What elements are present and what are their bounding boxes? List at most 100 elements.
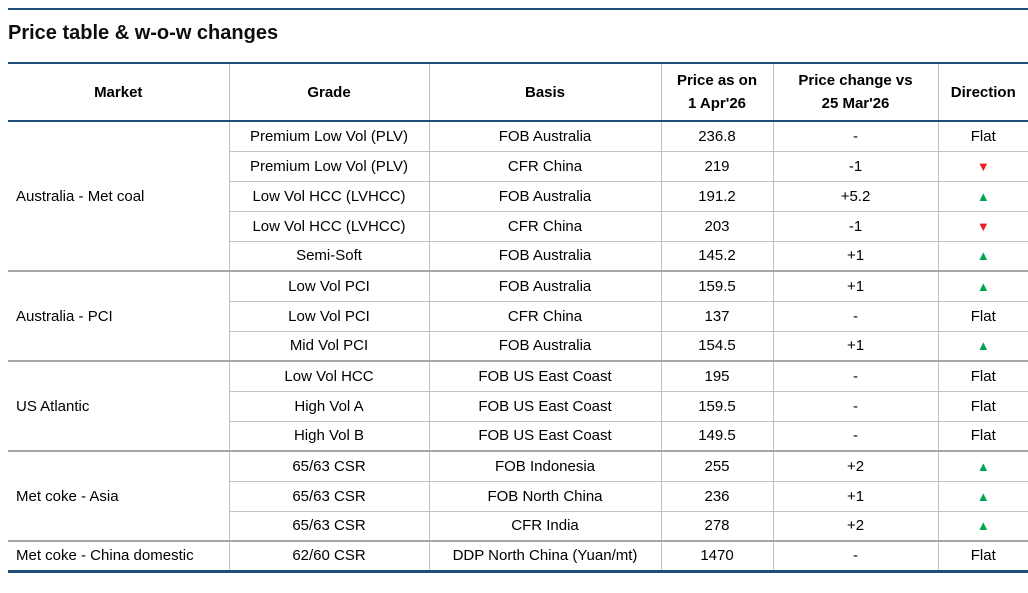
price-cell: 219 (660, 151, 773, 182)
direction-indicator: Flat (970, 427, 996, 445)
col-header-price: Price as on 1 Apr'26 (660, 62, 773, 122)
direction-cell: Flat (937, 391, 1028, 422)
basis-cell: FOB Australia (428, 241, 661, 272)
grade-cell: Low Vol PCI (228, 271, 429, 302)
basis-cell: FOB Australia (428, 271, 661, 302)
basis-cell: FOB Australia (428, 181, 661, 212)
table-row: Premium Low Vol (PLV) CFR China 219 -1 ▼ (8, 151, 1028, 182)
grade-cell: 65/63 CSR (228, 481, 429, 512)
col-header-market: Market (8, 62, 229, 122)
price-cell: 203 (660, 211, 773, 242)
basis-cell: FOB US East Coast (428, 421, 661, 452)
direction-indicator: ▲ (976, 248, 990, 264)
direction-indicator: ▲ (976, 458, 990, 474)
basis-cell: CFR China (428, 211, 661, 242)
price-cell: 145.2 (660, 241, 773, 272)
table-row: Low Vol HCC (LVHCC) CFR China 203 -1 ▼ (8, 211, 1028, 242)
table-row: Mid Vol PCI FOB Australia 154.5 +1 ▲ (8, 331, 1028, 362)
price-cell: 255 (660, 451, 773, 482)
direction-cell: ▲ (937, 181, 1028, 212)
change-cell: +2 (772, 511, 938, 542)
market-group-cell: US Atlantic (16, 397, 90, 415)
direction-indicator: ▼ (976, 158, 990, 174)
grade-cell: Low Vol PCI (228, 301, 429, 332)
page: Price table & w-o-w changes Market Grade… (0, 8, 1028, 593)
direction-cell: ▼ (937, 151, 1028, 182)
change-cell: - (772, 301, 938, 332)
direction-cell: ▲ (937, 271, 1028, 302)
table-row: Low Vol PCI CFR China 137 - Flat (8, 301, 1028, 332)
direction-indicator: ▲ (976, 518, 990, 534)
price-cell: 137 (660, 301, 773, 332)
direction-cell: Flat (937, 301, 1028, 332)
direction-cell: Flat (937, 361, 1028, 392)
table-row: 65/63 CSR FOB North China 236 +1 ▲ (8, 481, 1028, 512)
direction-indicator: ▲ (976, 338, 990, 354)
top-divider (8, 8, 1028, 10)
basis-cell: FOB Australia (428, 331, 661, 362)
market-group-cell: Met coke - Asia (16, 487, 119, 505)
direction-indicator: Flat (970, 547, 996, 565)
market-group: Australia - Met coal Premium Low Vol (PL… (8, 121, 1028, 272)
change-cell: +5.2 (772, 181, 938, 212)
page-title: Price table & w-o-w changes (8, 22, 279, 44)
market-group: Met coke - China domestic 62/60 CSR DDP … (8, 541, 1028, 572)
direction-indicator: ▲ (976, 188, 990, 204)
basis-cell: DDP North China (Yuan/mt) (428, 541, 661, 572)
basis-cell: FOB Indonesia (428, 451, 661, 482)
table-row: Low Vol HCC (LVHCC) FOB Australia 191.2 … (8, 181, 1028, 212)
price-cell: 154.5 (660, 331, 773, 362)
direction-cell: ▲ (937, 481, 1028, 512)
change-cell: - (772, 391, 938, 422)
grade-cell: Low Vol HCC (228, 361, 429, 392)
basis-cell: FOB Australia (428, 121, 661, 152)
basis-cell: CFR India (428, 511, 661, 542)
market-group: Met coke - Asia 65/63 CSR FOB Indonesia … (8, 451, 1028, 542)
direction-cell: Flat (937, 421, 1028, 452)
direction-indicator: Flat (970, 397, 996, 415)
basis-cell: CFR China (428, 301, 661, 332)
table-header: Market Grade Basis Price as on 1 Apr'26 … (8, 62, 1028, 122)
grade-cell: 65/63 CSR (228, 451, 429, 482)
price-cell: 1470 (660, 541, 773, 572)
change-cell: +1 (772, 331, 938, 362)
direction-indicator: ▼ (976, 218, 990, 234)
price-cell: 236.8 (660, 121, 773, 152)
table-row: 65/63 CSR CFR India 278 +2 ▲ (8, 511, 1028, 542)
market-group: Australia - PCI Low Vol PCI FOB Australi… (8, 271, 1028, 362)
grade-cell: Low Vol HCC (LVHCC) (228, 211, 429, 242)
direction-cell: ▲ (937, 451, 1028, 482)
direction-indicator: ▲ (976, 278, 990, 294)
price-table: Market Grade Basis Price as on 1 Apr'26 … (8, 62, 1028, 573)
col-header-basis: Basis (428, 62, 661, 122)
direction-cell: ▲ (937, 511, 1028, 542)
table-row: Met coke - Asia 65/63 CSR FOB Indonesia … (8, 451, 1028, 505)
direction-cell: Flat (937, 121, 1028, 152)
market-group-cell: Australia - Met coal (16, 187, 145, 205)
grade-cell: 65/63 CSR (228, 511, 429, 542)
change-cell: - (772, 361, 938, 392)
grade-cell: Low Vol HCC (LVHCC) (228, 181, 429, 212)
price-cell: 236 (660, 481, 773, 512)
direction-cell: ▼ (937, 211, 1028, 242)
table-row: Australia - Met coal Premium Low Vol (PL… (8, 121, 1028, 205)
grade-cell: High Vol A (228, 391, 429, 422)
grade-cell: High Vol B (228, 421, 429, 452)
price-cell: 149.5 (660, 421, 773, 452)
change-cell: - (772, 541, 938, 572)
grade-cell: Premium Low Vol (PLV) (228, 151, 429, 182)
col-header-change: Price change vs 25 Mar'26 (772, 62, 938, 122)
grade-cell: Semi-Soft (228, 241, 429, 272)
table-row: High Vol B FOB US East Coast 149.5 - Fla… (8, 421, 1028, 452)
price-cell: 191.2 (660, 181, 773, 212)
grade-cell: Mid Vol PCI (228, 331, 429, 362)
change-cell: - (772, 421, 938, 452)
basis-cell: FOB US East Coast (428, 361, 661, 392)
market-group-cell: Australia - PCI (16, 307, 113, 325)
table-row: High Vol A FOB US East Coast 159.5 - Fla… (8, 391, 1028, 422)
price-cell: 159.5 (660, 271, 773, 302)
direction-indicator: ▲ (976, 488, 990, 504)
basis-cell: FOB North China (428, 481, 661, 512)
market-group: US Atlantic Low Vol HCC FOB US East Coas… (8, 361, 1028, 452)
table-row: Semi-Soft FOB Australia 145.2 +1 ▲ (8, 241, 1028, 272)
